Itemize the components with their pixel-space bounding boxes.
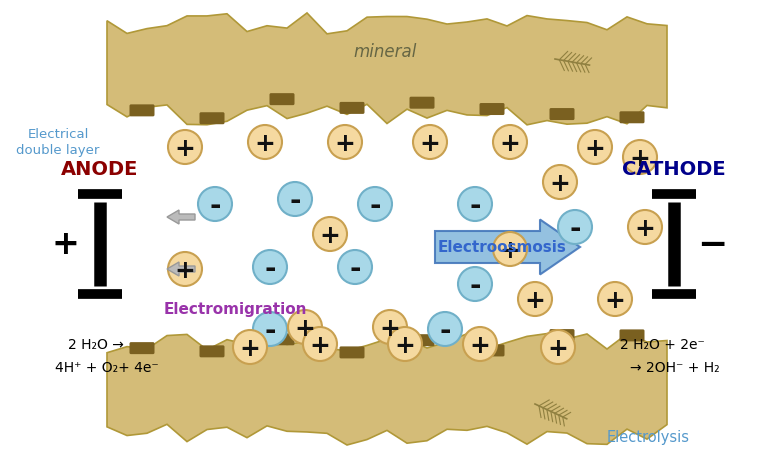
Text: +: + [395, 333, 416, 357]
Text: +: + [525, 288, 546, 312]
Text: ANODE: ANODE [61, 160, 139, 179]
Text: +: + [584, 137, 605, 161]
Text: +: + [470, 333, 491, 357]
FancyBboxPatch shape [340, 347, 365, 358]
Text: −: − [697, 228, 727, 262]
FancyBboxPatch shape [200, 113, 224, 125]
Circle shape [493, 126, 527, 160]
FancyBboxPatch shape [480, 104, 505, 116]
Text: +: + [499, 239, 520, 263]
Text: +: + [629, 147, 650, 171]
Text: mineral: mineral [353, 43, 416, 61]
Text: -: - [289, 187, 301, 214]
Text: -: - [569, 214, 580, 242]
Circle shape [623, 141, 657, 174]
Text: -: - [349, 254, 361, 282]
Circle shape [628, 211, 662, 245]
FancyBboxPatch shape [200, 346, 224, 358]
Text: 2 H₂O →: 2 H₂O → [68, 337, 124, 351]
Text: -: - [469, 271, 481, 299]
Circle shape [338, 251, 372, 285]
Text: +: + [240, 336, 260, 360]
Text: +: + [175, 258, 196, 282]
FancyBboxPatch shape [550, 330, 574, 341]
Text: +: + [255, 132, 276, 156]
Text: +: + [547, 336, 568, 360]
Text: +: + [379, 316, 400, 340]
Text: +: + [550, 172, 570, 196]
Text: +: + [310, 333, 330, 357]
FancyArrow shape [167, 263, 195, 276]
Circle shape [278, 183, 312, 217]
FancyBboxPatch shape [619, 330, 645, 341]
Circle shape [458, 188, 492, 222]
FancyBboxPatch shape [409, 97, 434, 109]
FancyArrow shape [167, 211, 195, 224]
Text: +: + [635, 217, 656, 241]
Circle shape [358, 188, 392, 222]
Text: +: + [334, 132, 355, 156]
Text: CATHODE: CATHODE [622, 160, 726, 179]
Circle shape [198, 188, 232, 222]
Circle shape [288, 310, 322, 344]
FancyBboxPatch shape [619, 112, 645, 124]
Circle shape [328, 126, 362, 160]
Text: -: - [209, 191, 221, 219]
Circle shape [543, 166, 577, 200]
Polygon shape [107, 14, 667, 126]
Circle shape [518, 282, 552, 316]
Circle shape [233, 330, 267, 364]
Text: Electrical
double layer: Electrical double layer [16, 128, 100, 157]
Text: Electrolysis: Electrolysis [607, 430, 690, 444]
Circle shape [493, 233, 527, 266]
Text: -: - [264, 254, 276, 282]
FancyBboxPatch shape [480, 345, 505, 357]
FancyBboxPatch shape [340, 103, 365, 115]
Circle shape [303, 327, 337, 361]
Text: -: - [369, 191, 381, 219]
Circle shape [428, 312, 462, 346]
Text: +: + [295, 316, 316, 340]
Circle shape [253, 251, 287, 285]
Text: -: - [469, 191, 481, 219]
Text: 2 H₂O + 2e⁻: 2 H₂O + 2e⁻ [620, 337, 705, 351]
Text: → 2OH⁻ + H₂: → 2OH⁻ + H₂ [630, 360, 720, 374]
Circle shape [373, 310, 407, 344]
FancyArrow shape [435, 220, 580, 275]
Text: Electroosmosis: Electroosmosis [437, 240, 567, 255]
Circle shape [388, 327, 422, 361]
Text: 4H⁺ + O₂+ 4e⁻: 4H⁺ + O₂+ 4e⁻ [55, 360, 159, 374]
Circle shape [168, 252, 202, 286]
Text: +: + [51, 228, 79, 261]
Circle shape [168, 131, 202, 165]
Polygon shape [107, 334, 667, 445]
FancyBboxPatch shape [550, 109, 574, 121]
Text: +: + [604, 288, 625, 312]
FancyBboxPatch shape [129, 105, 155, 117]
FancyBboxPatch shape [409, 335, 434, 347]
FancyBboxPatch shape [269, 94, 294, 106]
Text: +: + [175, 137, 196, 161]
Circle shape [463, 327, 497, 361]
Text: +: + [420, 132, 440, 156]
Circle shape [458, 268, 492, 302]
Circle shape [248, 126, 282, 160]
Text: -: - [440, 316, 450, 344]
Text: Electromigration: Electromigration [163, 302, 307, 317]
Circle shape [598, 282, 632, 316]
Circle shape [578, 131, 612, 165]
FancyBboxPatch shape [269, 334, 294, 346]
Circle shape [313, 218, 347, 252]
FancyBboxPatch shape [129, 342, 155, 354]
Circle shape [253, 312, 287, 346]
Circle shape [541, 330, 575, 364]
Text: -: - [264, 316, 276, 344]
Circle shape [413, 126, 447, 160]
Text: +: + [320, 224, 341, 247]
Circle shape [558, 211, 592, 245]
Text: +: + [499, 132, 520, 156]
